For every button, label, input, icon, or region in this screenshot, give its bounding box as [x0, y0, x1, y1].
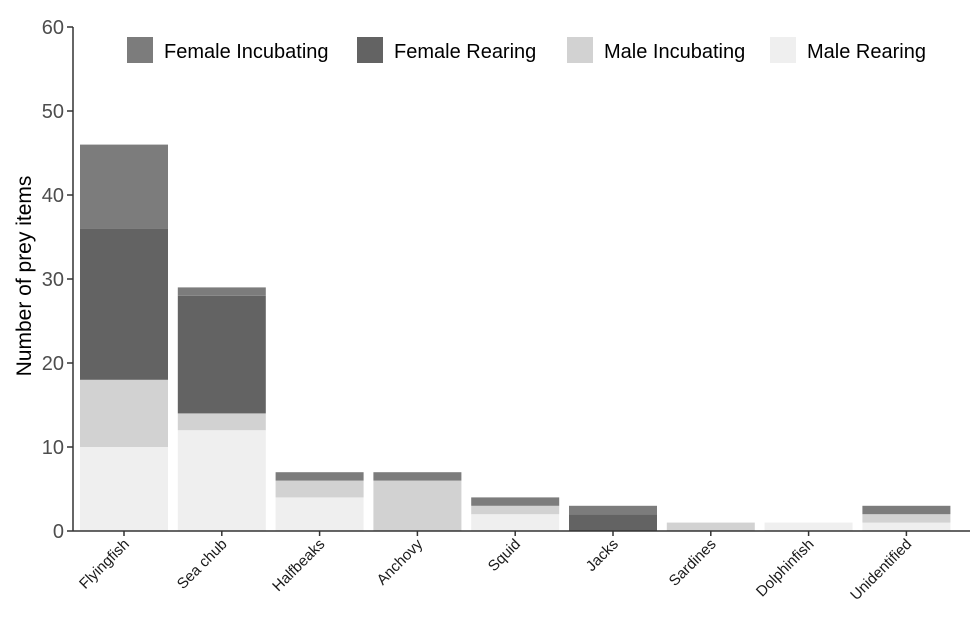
bar-flyingfish-female-incubating [80, 144, 168, 229]
bar-halfbeaks-male-incubating [275, 480, 364, 498]
bar-sea-chub-female-rearing [177, 295, 266, 414]
x-tick-label-flyingfish: Flyingfish [76, 536, 133, 593]
bar-flyingfish-female-rearing [80, 228, 168, 380]
bar-dolphinfish-male-rearing [764, 522, 853, 531]
bar-unidentified-female-incubating [862, 505, 951, 515]
legend-label-female-incubating: Female Incubating [164, 41, 329, 63]
bar-sardines-male-incubating [666, 522, 755, 531]
bar-unidentified-male-rearing [862, 522, 951, 531]
bar-flyingfish-male-incubating [80, 379, 168, 447]
legend-swatch-male-incubating [567, 37, 593, 63]
y-ticks: 0 10 20 30 40 50 60 [42, 17, 73, 543]
bar-jacks-female-incubating [569, 505, 657, 515]
y-tick-label: 30 [42, 269, 64, 291]
legend-swatch-female-incubating [127, 37, 153, 63]
x-ticks: Flyingfish Sea chub Halfbeaks Anchovy Squid J… [76, 531, 915, 604]
legend-label-male-rearing: Male Rearing [807, 41, 926, 63]
bar-anchovy-male-incubating [373, 480, 462, 531]
y-axis-title: Number of prey items [13, 176, 36, 377]
bar-sea-chub-male-rearing [177, 430, 266, 531]
legend-swatch-female-rearing [357, 37, 383, 63]
x-tick-label-sea-chub: Sea chub [174, 536, 231, 593]
x-tick-label-squid: Squid [485, 536, 524, 575]
bar-sea-chub-male-incubating [177, 413, 266, 431]
bar-halfbeaks-male-rearing [275, 497, 364, 531]
x-tick-label-dolphinfish: Dolphinfish [753, 536, 818, 601]
legend: Female Incubating Female Rearing Male Incu… [127, 37, 926, 63]
x-tick-label-sardines: Sardines [666, 536, 720, 590]
y-tick-label: 40 [42, 185, 64, 207]
legend-swatch-male-rearing [770, 37, 796, 63]
x-tick-label-unidentified: Unidentified [847, 536, 915, 604]
bar-flyingfish-male-rearing [80, 447, 168, 531]
bar-jacks-female-rearing [569, 514, 657, 531]
y-tick-label: 10 [42, 437, 64, 459]
bar-squid-male-rearing [471, 514, 560, 531]
y-tick-label: 60 [42, 17, 64, 39]
x-tick-label-anchovy: Anchovy [374, 535, 427, 588]
y-tick-label: 20 [42, 353, 64, 375]
legend-label-male-incubating: Male Incubating [604, 41, 745, 63]
y-tick-label: 0 [53, 521, 64, 543]
bar-squid-male-incubating [471, 505, 560, 515]
bar-squid-female-incubating [471, 497, 560, 506]
bar-unidentified-male-incubating [862, 514, 951, 523]
legend-label-female-rearing: Female Rearing [394, 41, 536, 63]
x-tick-label-jacks: Jacks [583, 536, 622, 575]
x-tick-label-halfbeaks: Halfbeaks [269, 536, 328, 595]
bars-layer [80, 144, 951, 531]
y-tick-label: 50 [42, 101, 64, 123]
bar-sea-chub-female-incubating [177, 287, 266, 296]
bar-anchovy-female-incubating [373, 472, 462, 481]
bar-halfbeaks-female-incubating [275, 472, 364, 481]
